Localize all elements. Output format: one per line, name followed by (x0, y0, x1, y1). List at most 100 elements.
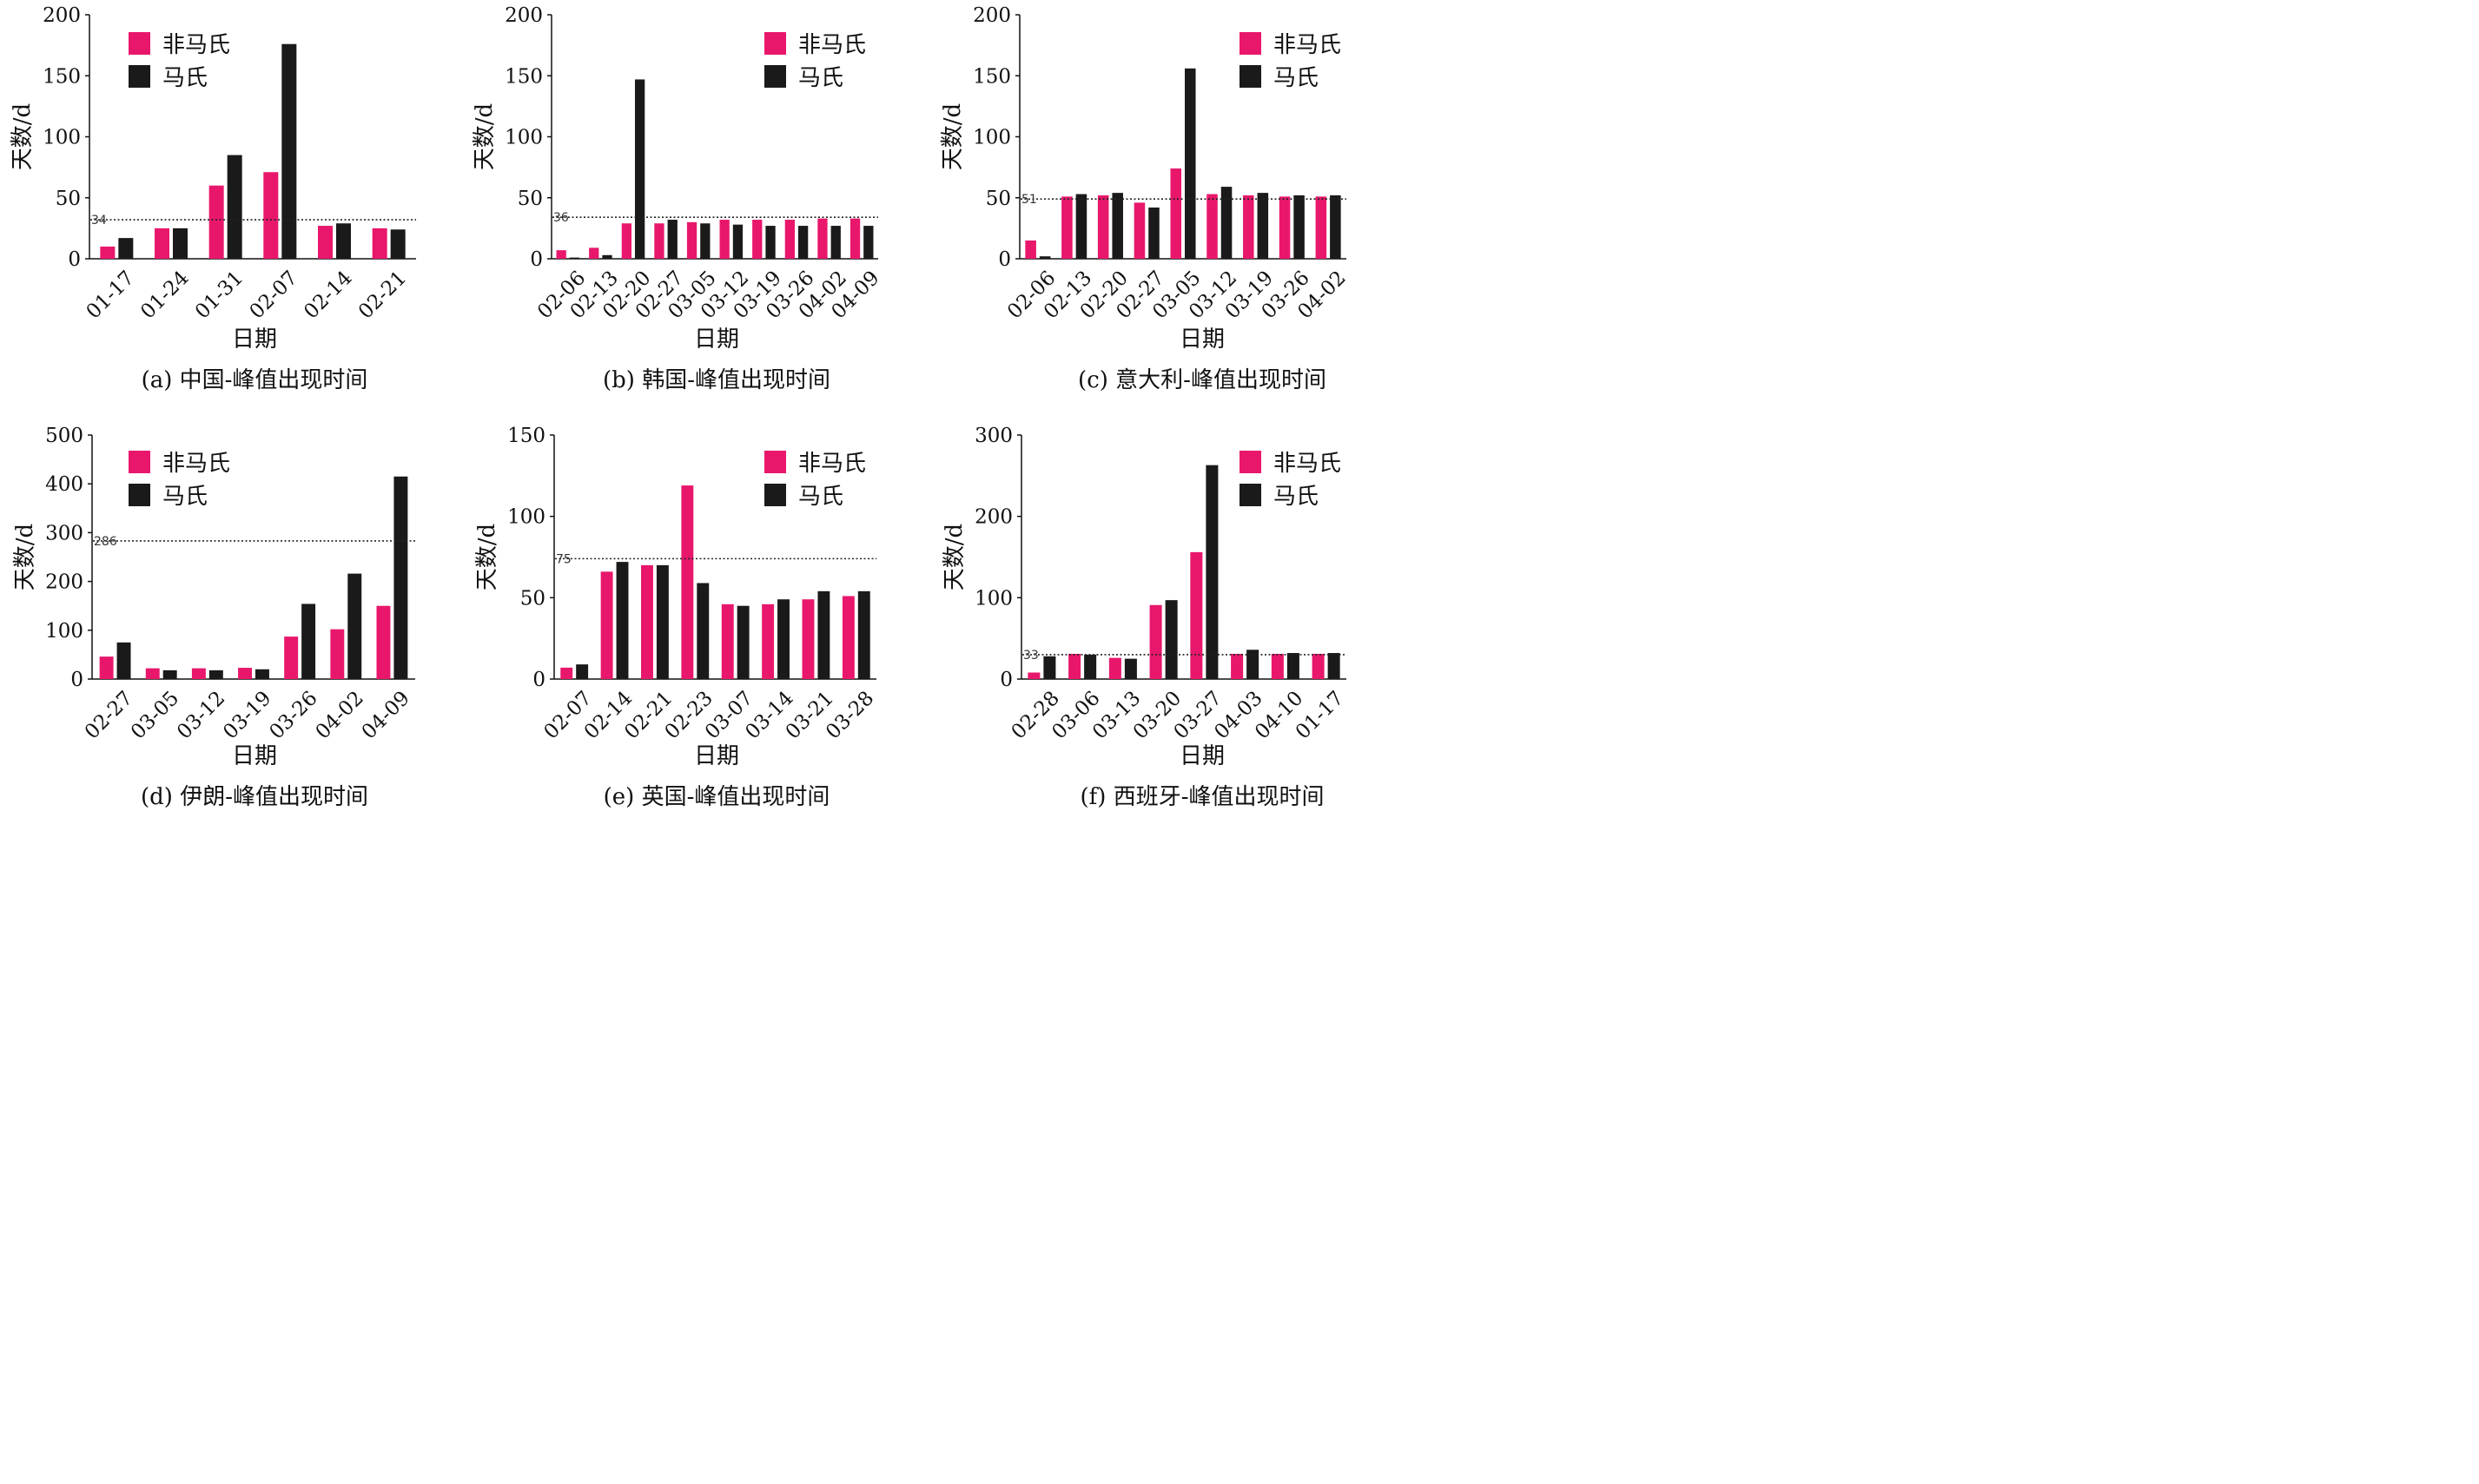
bar-markov (616, 562, 629, 679)
bar-non-markov (372, 228, 387, 259)
bar-markov (656, 564, 669, 679)
x-axis-title: 日期 (232, 743, 277, 769)
bar-non-markov (1061, 196, 1073, 259)
bar-markov (602, 254, 612, 259)
bar-non-markov (686, 221, 697, 259)
chart-e: 050100150天数/d02-0702-1402-2102-2303-0703… (474, 425, 878, 810)
reference-label: 33 (1023, 649, 1039, 663)
y-tick-label: 0 (530, 248, 543, 271)
y-tick-label: 50 (986, 188, 1011, 210)
bar-non-markov (752, 220, 763, 259)
x-tick-label: 03-05 (127, 687, 183, 743)
bar-non-markov (1028, 672, 1041, 679)
bar-non-markov (641, 564, 653, 679)
bar-non-markov (784, 220, 795, 259)
bar-markov (1206, 465, 1219, 679)
bar-non-markov (762, 603, 775, 679)
y-axis-title: 天数/d (12, 524, 38, 590)
chart-f: 0100200300天数/d02-2803-0603-1303-2003-270… (942, 425, 1348, 810)
bar-non-markov (1206, 194, 1218, 259)
reference-label: 36 (553, 211, 569, 225)
y-tick-label: 100 (973, 127, 1011, 149)
bar-non-markov (99, 656, 114, 679)
legend-label: 马氏 (162, 484, 208, 510)
y-tick-label: 200 (43, 4, 81, 27)
bar-non-markov (1149, 604, 1162, 679)
bar-markov (765, 226, 776, 259)
y-tick-label: 0 (70, 669, 83, 691)
bar-markov (336, 223, 351, 259)
figure: 0 50 100 150 200 天数/d 01-1701-2401-3102-0702-1… (10, 4, 1351, 810)
legend-label: 非马氏 (798, 32, 866, 58)
x-axis-title: 日期 (1180, 326, 1225, 353)
y-axis-title: 天数/d (10, 103, 36, 170)
bar-non-markov (100, 246, 116, 259)
y-tick-label: 150 (43, 65, 81, 88)
bar-non-markov (1190, 551, 1203, 679)
bar-non-markov (208, 185, 224, 259)
legend-swatch-non-markov (764, 32, 786, 55)
y-tick-label: 100 (43, 127, 81, 149)
bar-non-markov (849, 218, 861, 259)
legend-label: 马氏 (798, 65, 843, 91)
y-tick-label: 0 (68, 248, 81, 271)
bar-non-markov (1243, 195, 1254, 259)
legend-swatch-markov (129, 65, 150, 88)
bar-non-markov (376, 605, 391, 679)
y-tick-label: 200 (975, 506, 1013, 529)
reference-label: 34 (91, 214, 107, 228)
bar-markov (255, 669, 269, 679)
bar-markov (697, 583, 710, 679)
bar-markov (1257, 193, 1269, 259)
bar-markov (162, 669, 177, 679)
legend-label: 非马氏 (162, 451, 230, 477)
bar-non-markov (1271, 653, 1284, 679)
bar-markov (576, 664, 589, 679)
legend-label: 马氏 (1273, 65, 1319, 91)
legend-swatch-non-markov (1240, 451, 1261, 473)
bar-non-markov (621, 223, 631, 259)
bar-markov (777, 599, 790, 679)
y-tick-label: 200 (505, 4, 543, 27)
y-tick-label: 300 (45, 522, 83, 544)
bar-markov (301, 603, 316, 679)
x-tick-label: 02-27 (81, 687, 137, 743)
bar-non-markov (284, 636, 299, 679)
bar-markov (347, 573, 362, 679)
bar-markov (1084, 654, 1097, 679)
chart-caption: (b) 韩国-峰值出现时间 (603, 367, 830, 393)
bar-non-markov (1315, 196, 1327, 259)
x-tick-label: 01-24 (136, 267, 193, 323)
bar-markov (830, 226, 841, 259)
x-tick-label: 01-17 (83, 267, 139, 323)
bar-markov (1286, 653, 1299, 679)
legend-label: 非马氏 (1273, 451, 1341, 477)
legend-swatch-markov (764, 65, 786, 88)
bar-markov (798, 226, 809, 259)
bar-non-markov (1068, 653, 1081, 679)
bar-non-markov (654, 223, 664, 259)
bar-markov (1327, 653, 1340, 679)
bar-non-markov (589, 247, 599, 259)
chart-caption: (e) 英国-峰值出现时间 (604, 784, 830, 810)
legend-label: 非马氏 (1273, 32, 1341, 58)
legend-label: 马氏 (1273, 484, 1319, 510)
legend-label: 非马氏 (162, 32, 230, 58)
bar-markov (732, 224, 744, 259)
bar-markov (1220, 187, 1233, 259)
reference-label: 75 (556, 552, 572, 566)
x-tick-label: 02-07 (246, 267, 302, 323)
y-tick-label: 150 (973, 65, 1011, 88)
chart-caption: (d) 伊朗-峰值出现时间 (141, 784, 368, 810)
bar-markov (1185, 68, 1196, 259)
chart-d: 0 100 200 300 400 500 天数/d 02-2703-0503-1203-19… (12, 425, 415, 810)
bar-non-markov (1170, 168, 1181, 259)
x-tick-label: 04-09 (358, 687, 414, 743)
y-tick-label: 0 (998, 248, 1011, 271)
y-tick-label: 0 (1000, 669, 1013, 691)
bar-non-markov (1134, 202, 1146, 259)
legend-swatch-non-markov (1240, 32, 1261, 55)
x-tick-label: 02-21 (354, 267, 411, 323)
y-tick-label: 100 (45, 620, 83, 643)
bar-markov (1112, 193, 1123, 259)
